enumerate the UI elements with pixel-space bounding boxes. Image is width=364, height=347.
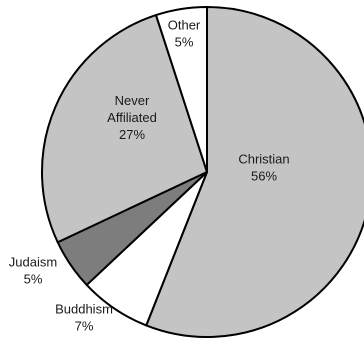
slice-label-other: Other 5% <box>168 18 201 50</box>
slice-name-label: Buddhism <box>55 302 113 317</box>
slice-value-label: 5% <box>175 35 194 50</box>
slice-name-label: Judaism <box>9 255 57 270</box>
pie-slice-never-affiliated <box>41 14 208 244</box>
slice-name-label: Christian <box>238 152 289 167</box>
slice-label-christian: Christian 56% <box>238 152 289 184</box>
slice-name-label: Other <box>168 18 201 33</box>
pie-slice-other <box>155 6 208 173</box>
slice-value-label: 7% <box>75 319 94 334</box>
slice-name-label: Affiliated <box>107 110 157 125</box>
slice-value-label: 56% <box>251 169 277 184</box>
slice-name-label: Never <box>115 93 150 108</box>
slice-label-buddhism: Buddhism 7% <box>55 302 113 334</box>
slice-value-label: 27% <box>119 127 145 142</box>
slice-label-never-affiliated: Never Affiliated 27% <box>107 93 157 142</box>
slice-label-judaism: Judaism 5% <box>9 255 57 287</box>
slice-value-label: 5% <box>24 272 43 287</box>
pie-slice-christian <box>145 6 364 338</box>
